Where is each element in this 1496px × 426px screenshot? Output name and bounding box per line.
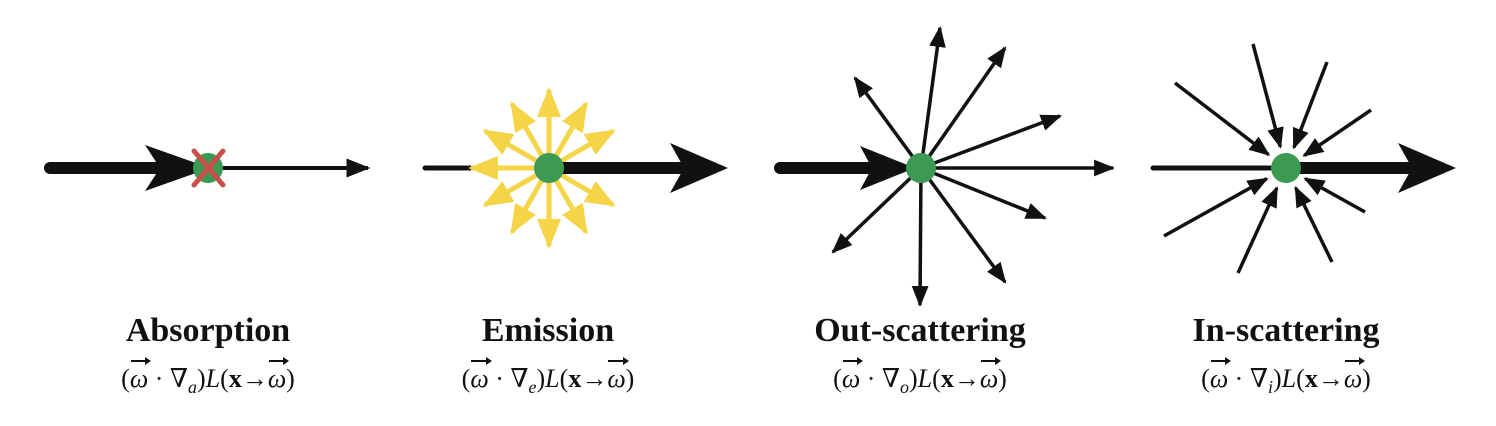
emission-title: Emission bbox=[481, 312, 615, 349]
thick-arrowhead bbox=[145, 145, 210, 191]
emission-ray bbox=[558, 171, 616, 208]
out-scattering-formula: (ω · ∇o)L(x→ω) bbox=[833, 357, 1007, 398]
in-scattering-diagram bbox=[1150, 43, 1456, 274]
emission-rays bbox=[468, 87, 616, 249]
scattering-node bbox=[1271, 153, 1301, 183]
in-scattered-ray bbox=[1294, 185, 1334, 263]
emission-ray bbox=[509, 177, 546, 235]
out-scattering-diagram bbox=[774, 25, 1116, 308]
in-scattered-ray bbox=[1303, 177, 1366, 214]
cross-mark bbox=[191, 148, 226, 188]
emission-ray bbox=[552, 101, 589, 159]
out-scattered-ray bbox=[831, 166, 923, 254]
emission-ray bbox=[509, 101, 546, 159]
out-scattered-rays bbox=[831, 25, 1116, 308]
in-scattering-formula: (ω · ∇i)L(x→ω) bbox=[1201, 357, 1371, 398]
absorption-title: Absorption bbox=[125, 312, 291, 349]
in-scattered-ray bbox=[1173, 81, 1271, 157]
scattering-node bbox=[906, 153, 936, 183]
out-scattered-ray bbox=[919, 166, 1007, 284]
out-scattered-ray bbox=[853, 76, 923, 170]
scattering-node bbox=[534, 153, 564, 183]
thick-arrowhead bbox=[860, 146, 915, 190]
out-scattered-ray bbox=[911, 167, 929, 308]
in-scattered-ray bbox=[1251, 43, 1284, 149]
thick-arrowhead bbox=[1398, 143, 1456, 193]
in-scattered-ray bbox=[1163, 177, 1269, 238]
absorption-formula: (ω · ∇a)L(x→ω) bbox=[121, 357, 295, 398]
out-scattered-ray bbox=[919, 25, 946, 169]
emission-ray bbox=[482, 171, 540, 208]
emission-ray bbox=[482, 128, 540, 165]
in-scattering-title: In-scattering bbox=[1192, 312, 1380, 349]
emission-ray bbox=[558, 128, 616, 165]
in-scattered-rays bbox=[1163, 43, 1372, 274]
emission-formula: (ω · ∇e)L(x→ω) bbox=[461, 357, 635, 398]
in-scattered-ray bbox=[1292, 61, 1329, 150]
out-scattered-ray bbox=[920, 114, 1062, 170]
in-scattered-ray bbox=[1236, 186, 1279, 274]
out-scattered-ray bbox=[920, 166, 1047, 220]
out-scattered-ray bbox=[919, 46, 1007, 170]
emission-ray bbox=[552, 177, 589, 235]
absorption-diagram bbox=[44, 145, 371, 191]
thick-arrowhead bbox=[670, 143, 728, 193]
out-scattering-title: Out-scattering bbox=[814, 312, 1026, 349]
emission-diagram bbox=[422, 87, 728, 249]
in-scattered-ray bbox=[1302, 108, 1372, 158]
